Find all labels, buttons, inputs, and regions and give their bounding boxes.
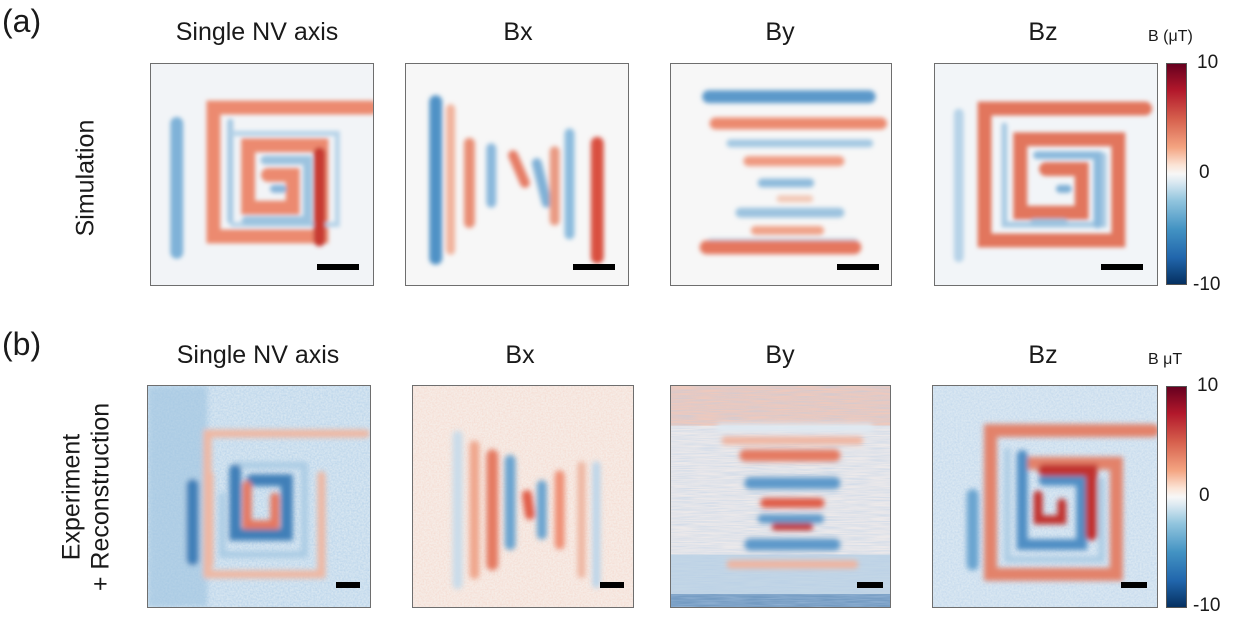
map-sim-single-nv <box>150 63 374 286</box>
map-exp-single-nv <box>147 385 371 608</box>
colorbar-a-title: B (μT) <box>1148 28 1193 45</box>
map-sim-bz <box>934 63 1158 286</box>
panel-label-a: (a) <box>2 3 42 39</box>
col-title-a-bx: Bx <box>503 18 533 46</box>
col-title-b-bx: Bx <box>505 341 535 369</box>
map-sim-bz-image <box>935 64 1157 285</box>
scalebar-sim-single-nv <box>317 264 359 270</box>
scalebar-sim-bx <box>573 264 615 270</box>
scalebar-exp-bx <box>600 582 624 588</box>
map-sim-by <box>670 63 892 286</box>
col-title-b-single-nv: Single NV axis <box>176 341 340 369</box>
colorbar-b-tick-max: 10 <box>1197 375 1219 396</box>
map-exp-bx-image <box>413 386 633 607</box>
map-exp-by-image <box>671 386 890 607</box>
map-sim-bx <box>405 63 629 286</box>
map-sim-by-image <box>671 64 891 285</box>
map-sim-single-nv-image <box>151 64 373 285</box>
colorbar-b-tick-mid: 0 <box>1199 485 1210 506</box>
col-title-b-by: By <box>765 341 795 369</box>
colorbar-b-tick-min: -10 <box>1193 595 1221 616</box>
scalebar-exp-single-nv <box>336 582 360 588</box>
colorbar-a <box>1166 63 1187 285</box>
col-title-a-by: By <box>765 18 795 46</box>
map-exp-bz-image <box>933 386 1157 607</box>
colorbar-b-title: B μT <box>1148 351 1183 368</box>
colorbar-a-tick-mid: 0 <box>1199 162 1210 183</box>
panel-label-b: (b) <box>2 326 42 362</box>
scalebar-exp-bz <box>1121 582 1147 588</box>
col-title-b-bz: Bz <box>1028 341 1058 369</box>
row-label-experiment: Experiment + Reconstruction <box>57 403 115 591</box>
colorbar-a-tick-min: -10 <box>1193 274 1221 295</box>
scalebar-sim-bz <box>1101 264 1143 270</box>
map-exp-single-nv-image <box>148 386 370 607</box>
map-exp-by <box>670 385 891 608</box>
row-label-simulation: Simulation <box>71 119 100 237</box>
scalebar-sim-by <box>837 264 879 270</box>
map-sim-bx-image <box>406 64 628 285</box>
col-title-a-bz: Bz <box>1028 18 1058 46</box>
row-label-experiment-line2: + Reconstruction <box>86 402 114 592</box>
map-exp-bz <box>932 385 1158 608</box>
colorbar-a-tick-max: 10 <box>1197 52 1219 73</box>
row-label-experiment-line1: Experiment <box>57 433 86 561</box>
colorbar-b <box>1166 386 1187 608</box>
map-exp-bx <box>412 385 634 608</box>
scalebar-exp-by <box>857 582 883 588</box>
col-title-a-single-nv: Single NV axis <box>175 18 339 46</box>
